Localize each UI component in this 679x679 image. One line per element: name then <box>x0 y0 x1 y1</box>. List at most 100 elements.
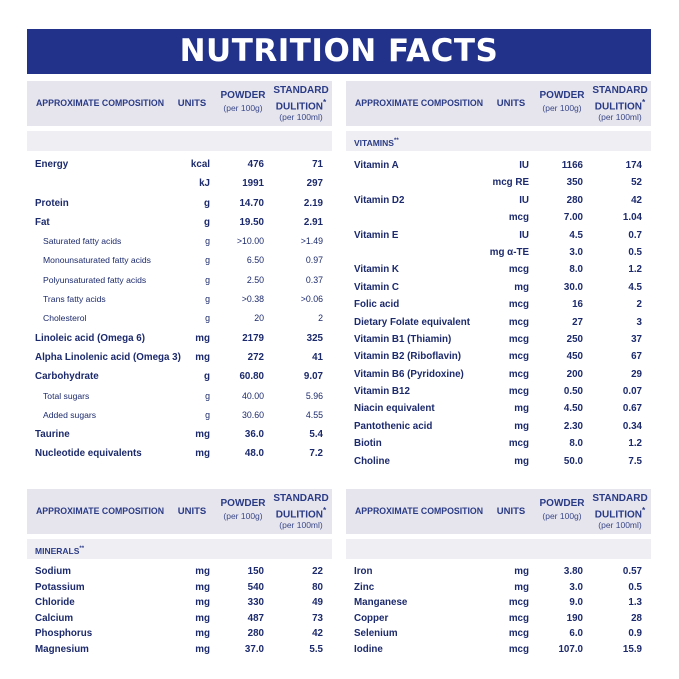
nutrient-name: Choline <box>354 455 390 467</box>
unit-cell: mg <box>195 448 210 460</box>
nutrient-name: Taurine <box>35 429 70 441</box>
unit-cell: mg <box>514 403 529 415</box>
standard-value: 28 <box>631 612 642 624</box>
nutrient-name: Vitamin E <box>354 229 399 241</box>
powder-value: 48.0 <box>244 448 264 460</box>
nutrient-name: Manganese <box>354 597 408 609</box>
nutrient-name: Copper <box>354 612 389 624</box>
standard-value: 42 <box>631 194 642 206</box>
table-header: APPROXIMATE COMPOSITION UNITS POWDER (per… <box>27 489 332 534</box>
nutrient-name: Vitamin B6 (Pyridoxine) <box>354 368 464 380</box>
powder-value: 40.00 <box>241 390 264 401</box>
nutrient-name: Nucleotide equivalents <box>35 448 142 460</box>
vitamins-panel: APPROXIMATE COMPOSITION UNITS POWDER (per… <box>346 81 651 470</box>
header-composition: APPROXIMATE COMPOSITION <box>36 98 165 109</box>
powder-value: 107.0 <box>558 643 583 655</box>
unit-cell: mcg <box>508 299 529 311</box>
table-row: Dietary Folate equivalent mcg 27 3 <box>346 314 651 331</box>
powder-value: 272 <box>247 351 264 363</box>
table-row: Taurine mg 36.0 5.4 <box>27 425 332 444</box>
powder-value: 6.50 <box>246 255 264 266</box>
table-row: Sodium mg 150 22 <box>27 564 332 580</box>
standard-value: 52 <box>631 177 642 189</box>
nutrient-name: Monounsaturated fatty acids <box>43 255 151 266</box>
nutrient-name: Vitamin D2 <box>354 194 405 206</box>
powder-value: 50.0 <box>563 455 583 467</box>
powder-value: 200 <box>566 368 583 380</box>
table-row: Saturated fatty acids g >10.00 >1.49 <box>27 232 332 251</box>
unit-cell: mcg RE <box>492 177 529 189</box>
nutrient-name: Selenium <box>354 628 398 640</box>
nutrient-name: Vitamin B1 (Thiamin) <box>354 333 452 345</box>
standard-value: 1.04 <box>622 212 642 224</box>
nutrient-name: Folic acid <box>354 299 400 311</box>
powder-value: 16 <box>572 299 583 311</box>
unit-cell: mg <box>195 351 210 363</box>
powder-value: 6.0 <box>569 628 583 640</box>
unit-cell: g <box>205 236 210 247</box>
table-row: Niacin equivalent mg 4.50 0.67 <box>346 400 651 417</box>
table-row: mcg 7.00 1.04 <box>346 209 651 226</box>
header-composition: APPROXIMATE COMPOSITION <box>355 506 484 517</box>
table-row: Selenium mcg 6.0 0.9 <box>346 626 651 642</box>
table-row: Energy kcal 476 71 <box>27 155 332 174</box>
standard-value: 0.34 <box>622 420 642 432</box>
header-composition: APPROXIMATE COMPOSITION <box>355 98 484 109</box>
powder-value: 30.0 <box>563 281 583 293</box>
standard-value: 0.37 <box>305 274 323 285</box>
powder-value: 60.80 <box>239 371 264 383</box>
unit-cell: mg <box>514 281 529 293</box>
standard-value: 2.19 <box>303 197 323 209</box>
nutrient-name: Pantothenic acid <box>354 420 433 432</box>
standard-value: 174 <box>625 160 642 171</box>
standard-value: 73 <box>312 612 323 624</box>
nutrient-name: Phosphorus <box>35 628 93 640</box>
nutrient-name: Energy <box>35 159 69 170</box>
header-composition: APPROXIMATE COMPOSITION <box>36 506 165 517</box>
standard-value: 1.2 <box>628 438 642 450</box>
table-row: Nucleotide equivalents mg 48.0 7.2 <box>27 444 332 463</box>
unit-cell: mg <box>195 429 210 441</box>
section-spacer <box>346 539 651 559</box>
mineral-rows-right: Iron mg 3.80 0.57 Zinc mg 3.0 0.5 Manganese mcg 9.… <box>346 564 651 658</box>
standard-value: 80 <box>312 581 323 593</box>
powder-value: 250 <box>566 333 583 345</box>
unit-cell: g <box>205 255 210 266</box>
powder-value: 8.0 <box>569 264 583 276</box>
nutrient-name: Protein <box>35 197 69 209</box>
vitamins-section-label: VITAMINS** <box>346 131 651 151</box>
unit-cell: mcg <box>508 351 529 363</box>
table-row: Choline mg 50.0 7.5 <box>346 453 651 470</box>
unit-cell: mcg <box>508 612 529 624</box>
header-powder: POWDER (per 100g) <box>539 498 585 521</box>
table-row: Iron mg 3.80 0.57 <box>346 564 651 580</box>
nutrient-name: Niacin equivalent <box>354 403 435 415</box>
table-row: Total sugars g 40.00 5.96 <box>27 387 332 406</box>
table-row: mcg RE 350 52 <box>346 174 651 191</box>
table-row: Carbohydrate g 60.80 9.07 <box>27 367 332 386</box>
standard-value: 0.97 <box>305 255 323 266</box>
nutrient-name: Added sugars <box>43 409 97 420</box>
unit-cell: mg <box>195 628 210 640</box>
table-row: Calcium mg 487 73 <box>27 611 332 627</box>
standard-value: 9.07 <box>303 371 323 383</box>
standard-value: 2.91 <box>303 216 323 228</box>
powder-value: 8.0 <box>569 438 583 450</box>
table-row: Potassium mg 540 80 <box>27 580 332 596</box>
standard-value: 4.55 <box>305 409 323 420</box>
table-row: Fat g 19.50 2.91 <box>27 213 332 232</box>
table-row: Manganese mcg 9.0 1.3 <box>346 595 651 611</box>
table-row: Biotin mcg 8.0 1.2 <box>346 435 651 452</box>
powder-value: 37.0 <box>244 643 264 655</box>
unit-cell: mcg <box>508 212 529 224</box>
unit-cell: g <box>205 313 210 324</box>
powder-value: 330 <box>247 597 264 609</box>
table-row: Copper mcg 190 28 <box>346 611 651 627</box>
table-header: APPROXIMATE COMPOSITION UNITS POWDER (per… <box>346 489 651 534</box>
standard-value: 7.2 <box>309 448 323 460</box>
powder-value: 450 <box>566 351 583 363</box>
header-units: UNITS <box>496 98 526 109</box>
standard-value: 2 <box>636 299 642 311</box>
header-standard: STANDARD DULITION* (per 100ml) <box>592 493 648 531</box>
standard-value: 42 <box>312 628 323 640</box>
